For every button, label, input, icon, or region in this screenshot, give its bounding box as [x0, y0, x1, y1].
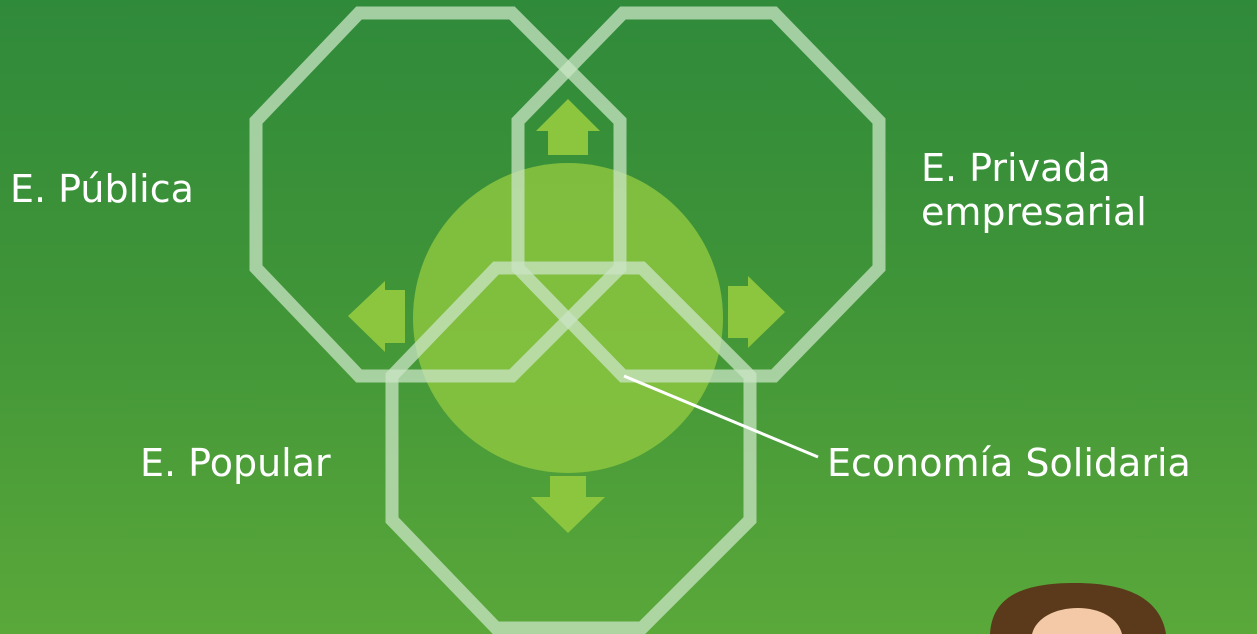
pointer-line — [623, 374, 819, 459]
avatar — [990, 583, 1166, 634]
label-e-popular: E. Popular — [140, 441, 331, 485]
arrow-up-icon — [536, 99, 600, 155]
octagon-privada — [511, 6, 886, 383]
arrow-down-icon — [531, 476, 605, 533]
octagon-popular — [385, 261, 757, 634]
label-e-publica: E. Pública — [10, 167, 194, 211]
arrow-right-icon — [728, 276, 785, 348]
octagon-publica — [249, 6, 627, 383]
label-e-privada-empresarial: E. Privada empresarial — [921, 146, 1147, 234]
arrow-left-icon — [348, 281, 405, 352]
label-economia-solidaria: Economía Solidaria — [827, 441, 1191, 485]
